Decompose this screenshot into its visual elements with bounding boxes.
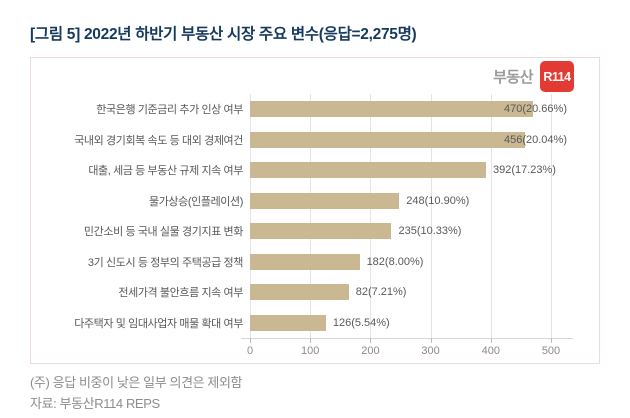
chart-row: 다주택자 및 임대사업자 매물 확대 여부 126(5.54%)	[31, 308, 599, 339]
category-label: 대출, 세금 등 부동산 규제 지속 여부	[88, 165, 243, 178]
chart-rows: 한국은행 기준금리 추가 인상 여부 470(20.66%) 국내외 경기회복 속도…	[31, 94, 599, 338]
bar	[250, 253, 360, 270]
category-label: 한국은행 기준금리 추가 인상 여부	[96, 104, 243, 117]
x-axis-tick-label: 100	[301, 345, 320, 357]
bar	[250, 284, 349, 300]
chart-row: 국내외 경기회복 속도 등 대외 경제여건 456(20.04%)	[31, 125, 599, 156]
chart-row: 대출, 세금 등 부동산 규제 지속 여부 392(17.23%)	[31, 155, 599, 186]
bar	[250, 314, 326, 331]
value-label: 182(8.00%)	[366, 255, 424, 268]
x-axis-tick-label: 400	[481, 345, 500, 357]
bar	[250, 162, 486, 178]
chart-panel: 부동산 R114 0 100 200 300 400 500 한국은행 기준금리 추가 인…	[30, 57, 600, 364]
chart-row: 3기 신도시 등 정부의 주택공급 정책 182(8.00%)	[31, 247, 599, 278]
chart-row: 전세가격 불안흐름 지속 여부 82(7.21%)	[31, 277, 599, 308]
chart-gridlines	[250, 94, 552, 338]
category-label: 국내외 경기회복 속도 등 대외 경제여건	[74, 134, 243, 147]
gridline	[370, 94, 372, 338]
chart-row: 물가상승(인플레이션) 248(10.90%)	[31, 186, 599, 217]
figure-title: [그림 5] 2022년 하반기 부동산 시장 주요 변수(응답=2,275명)	[30, 26, 417, 43]
value-label: 470(20.66%)	[504, 103, 567, 116]
category-label: 3기 신도시 등 정부의 주택공급 정책	[87, 256, 243, 269]
gridline	[551, 94, 552, 338]
bar	[250, 223, 392, 239]
x-axis-tick	[310, 338, 312, 343]
gridline	[310, 94, 312, 338]
brand-logo: 부동산 R114	[493, 61, 574, 92]
gridline	[250, 94, 251, 338]
footnote-source: 자료: 부동산R114 REPS	[30, 396, 160, 411]
x-axis-tick	[370, 338, 372, 343]
gridline	[430, 94, 432, 338]
chart-row: 민간소비 등 국내 실물 경기지표 변화 235(10.33%)	[31, 216, 599, 247]
x-axis-tick-label: 300	[421, 345, 440, 357]
x-axis-tick	[490, 338, 492, 343]
value-label: 392(17.23%)	[492, 164, 556, 177]
value-label: 248(10.90%)	[406, 194, 470, 207]
value-label: 126(5.54%)	[332, 316, 390, 329]
category-label: 물가상승(인플레이션)	[148, 195, 243, 208]
category-label: 민간소비 등 국내 실물 경기지표 변화	[83, 226, 243, 239]
x-axis-tick-label: 500	[541, 345, 561, 357]
bar	[250, 192, 400, 209]
bar	[250, 131, 525, 148]
bar	[250, 101, 533, 117]
category-label: 다주택자 및 임대사업자 매물 확대 여부	[74, 317, 243, 330]
x-axis-tick	[430, 338, 432, 343]
chart-row: 한국은행 기준금리 추가 인상 여부 470(20.66%)	[31, 94, 599, 125]
x-axis-tick-label: 0	[246, 345, 254, 357]
value-label: 456(20.04%)	[504, 133, 567, 146]
x-axis-tick-label: 200	[361, 345, 380, 357]
gridline	[490, 94, 492, 338]
x-axis-tick	[250, 338, 251, 343]
brand-logo-badge: R114	[540, 61, 574, 92]
value-label: 82(7.21%)	[355, 286, 407, 299]
brand-logo-text: 부동산	[493, 69, 533, 86]
value-label: 235(10.33%)	[398, 225, 462, 238]
footnote-note: (주) 응답 비중이 낮은 일부 의견은 제외함	[30, 375, 243, 390]
x-axis-line	[241, 338, 573, 339]
x-axis-tick	[551, 338, 552, 343]
category-label: 전세가격 불안흐름 지속 여부	[118, 287, 243, 300]
